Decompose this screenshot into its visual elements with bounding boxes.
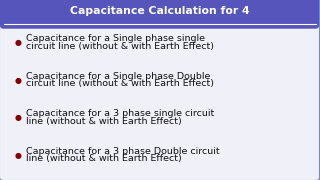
Text: ●: ● xyxy=(14,113,21,122)
Text: Capacitance for a Single phase single: Capacitance for a Single phase single xyxy=(26,34,205,43)
Text: circuit line (without & with Earth Effect): circuit line (without & with Earth Effec… xyxy=(26,42,214,51)
Text: line (without & with Earth Effect): line (without & with Earth Effect) xyxy=(26,154,182,163)
Text: ●: ● xyxy=(14,76,21,85)
Bar xyxy=(3,19,316,27)
Text: Capacitance for a 3 phase Double circuit: Capacitance for a 3 phase Double circuit xyxy=(26,147,220,156)
Text: Capacitance for a 3 phase single circuit: Capacitance for a 3 phase single circuit xyxy=(26,109,214,118)
Text: circuit line (without & with Earth Effect): circuit line (without & with Earth Effec… xyxy=(26,79,214,88)
Text: ●: ● xyxy=(14,151,21,160)
Text: line (without & with Earth Effect): line (without & with Earth Effect) xyxy=(26,117,182,126)
Text: Capacitance for a Single phase Double: Capacitance for a Single phase Double xyxy=(26,72,210,81)
FancyBboxPatch shape xyxy=(0,0,319,29)
Text: Capacitance Calculation for 4: Capacitance Calculation for 4 xyxy=(70,6,250,16)
Text: ●: ● xyxy=(14,38,21,47)
